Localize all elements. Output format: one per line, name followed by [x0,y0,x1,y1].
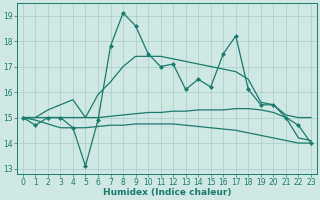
X-axis label: Humidex (Indice chaleur): Humidex (Indice chaleur) [103,188,231,197]
